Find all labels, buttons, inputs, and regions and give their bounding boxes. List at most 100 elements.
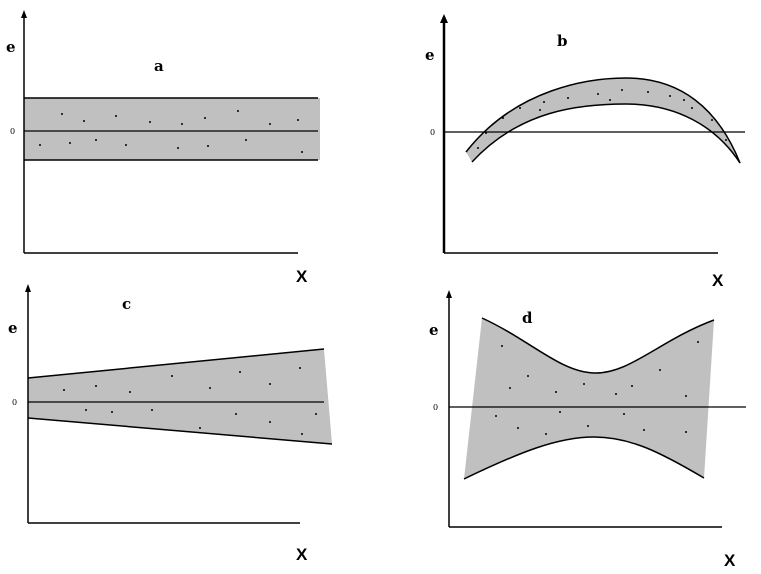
panel-a-point — [83, 120, 85, 122]
panel-b-point — [477, 147, 479, 149]
panel-c-point — [235, 413, 237, 415]
panel-c-y-arrow — [25, 284, 31, 292]
panel-d-point — [509, 387, 511, 389]
panel-c-point — [199, 427, 201, 429]
panel-c: e 0 c X — [8, 284, 333, 564]
panel-b-point — [725, 139, 727, 141]
panel-c-point — [151, 409, 153, 411]
panel-d: e 0 d X — [429, 290, 746, 570]
panel-a-points — [39, 110, 303, 153]
panel-c-point — [301, 433, 303, 435]
panel-b: e 0 b X — [425, 14, 745, 290]
panel-d-x-label: X — [724, 551, 736, 570]
panel-a-point — [125, 144, 127, 146]
panel-a-point — [297, 119, 299, 121]
panel-d-point — [555, 391, 557, 393]
panel-d-points — [495, 341, 699, 435]
panel-d-point — [615, 393, 617, 395]
panel-d-point — [559, 411, 561, 413]
panel-c-points — [63, 367, 317, 435]
panel-d-point — [495, 415, 497, 417]
panel-c-point — [315, 413, 317, 415]
panel-a-point — [207, 145, 209, 147]
panel-b-zero-label: 0 — [430, 128, 435, 137]
panel-d-point — [685, 431, 687, 433]
panel-d-y-label: e — [429, 321, 439, 339]
panel-d-point — [517, 427, 519, 429]
panel-a-point — [149, 121, 151, 123]
panel-d-point — [643, 429, 645, 431]
panel-b-point — [711, 119, 713, 121]
panel-d-zero-label: 0 — [433, 403, 438, 412]
panel-d-point — [697, 341, 699, 343]
panel-c-point — [299, 367, 301, 369]
panel-a-point — [181, 123, 183, 125]
panel-b-point — [485, 132, 487, 134]
panel-c-point — [239, 371, 241, 373]
panel-c-band — [28, 349, 332, 444]
panel-a: e 0 a X — [6, 10, 320, 286]
panel-b-points — [477, 89, 727, 149]
panel-c-point — [269, 383, 271, 385]
panel-b-point — [609, 99, 611, 101]
panel-d-point — [685, 395, 687, 397]
panel-c-point — [129, 391, 131, 393]
panel-d-point — [527, 375, 529, 377]
panel-a-band — [24, 98, 320, 160]
panel-c-zero-label: 0 — [12, 398, 17, 407]
panel-d-band-top-edge — [481, 317, 715, 374]
panel-a-letter: a — [154, 57, 164, 75]
panel-a-point — [301, 151, 303, 153]
panel-d-point — [659, 369, 661, 371]
panel-d-point — [545, 433, 547, 435]
panel-a-point — [115, 115, 117, 117]
panel-b-x-label: X — [712, 271, 724, 290]
panel-c-letter: c — [122, 295, 131, 313]
panel-d-band-bottom-edge — [463, 436, 705, 480]
panel-a-point — [269, 123, 271, 125]
panel-b-letter: b — [557, 32, 568, 50]
panel-b-point — [621, 89, 623, 91]
panel-c-band-top-edge — [27, 348, 325, 379]
panel-d-letter: d — [522, 309, 533, 327]
panel-d-point — [631, 385, 633, 387]
panel-b-band-top-edge — [465, 77, 741, 164]
panel-b-point — [669, 95, 671, 97]
panel-b-point — [502, 117, 504, 119]
panel-a-point — [237, 110, 239, 112]
panel-b-point — [683, 99, 685, 101]
panel-a-x-label: X — [296, 267, 308, 286]
panel-b-point — [543, 101, 545, 103]
panel-b-y-arrow — [440, 14, 448, 23]
panel-b-point — [647, 91, 649, 93]
panel-c-point — [95, 385, 97, 387]
panel-a-point — [245, 139, 247, 141]
panel-c-point — [171, 375, 173, 377]
panel-b-point — [597, 93, 599, 95]
panel-a-y-arrow — [21, 10, 27, 18]
panel-b-band-bottom-edge — [471, 103, 741, 164]
panel-d-point — [623, 413, 625, 415]
panel-c-x-label: X — [296, 545, 308, 564]
panel-a-y-label: e — [6, 38, 16, 56]
panel-c-point — [63, 389, 65, 391]
panel-d-y-arrow — [446, 290, 452, 298]
panel-a-point — [95, 139, 97, 141]
panel-c-point — [209, 387, 211, 389]
panel-c-point — [85, 409, 87, 411]
panel-c-y-label: e — [8, 319, 18, 337]
panel-d-point — [587, 425, 589, 427]
panel-a-point — [177, 147, 179, 149]
panel-c-point — [269, 421, 271, 423]
panel-a-point — [204, 117, 206, 119]
panel-b-point — [567, 97, 569, 99]
panel-d-band — [464, 318, 714, 479]
panel-d-point — [583, 383, 585, 385]
panel-a-point — [69, 142, 71, 144]
panel-a-point — [61, 113, 63, 115]
panel-d-point — [501, 345, 503, 347]
panel-b-point — [691, 107, 693, 109]
panel-c-point — [111, 411, 113, 413]
panel-a-zero-label: 0 — [10, 127, 15, 136]
